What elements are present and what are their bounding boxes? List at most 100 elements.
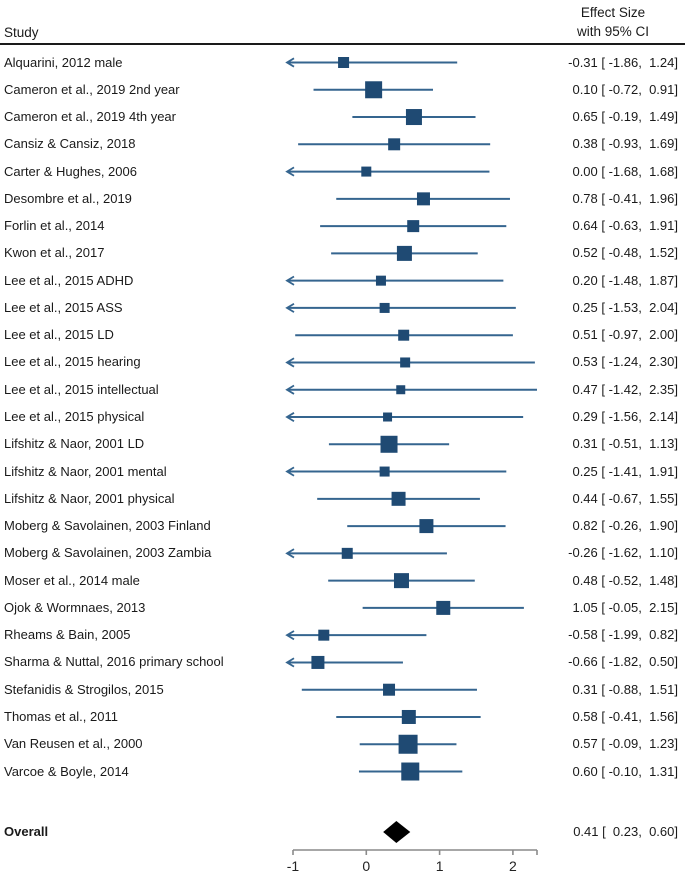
study-label: Ojok & Wormnaes, 2013: [4, 599, 146, 615]
effect-marker: [365, 81, 383, 99]
study-label: Cansiz & Cansiz, 2018: [4, 136, 136, 152]
overall-label: Overall: [4, 824, 49, 839]
ci-truncation-arrow-icon: [285, 630, 295, 641]
ci-value: -0.58 [ -1.99, 0.82]: [568, 627, 678, 643]
header-rule: [0, 43, 685, 45]
ci-truncation-arrow-icon: [285, 275, 295, 286]
study-label: Lifshitz & Naor, 2001 physical: [4, 490, 175, 506]
effect-marker: [407, 220, 420, 233]
effect-marker: [416, 192, 430, 206]
ci-truncation-arrow-icon: [285, 384, 295, 395]
study-label: Lee et al., 2015 ASS: [4, 299, 123, 315]
effect-header-line1: Effect Size: [580, 5, 646, 20]
ci-value: 0.57 [ -0.09, 1.23]: [572, 736, 678, 752]
x-axis-tick-label: 1: [436, 858, 444, 874]
ci-value: 0.31 [ -0.88, 1.51]: [572, 681, 678, 697]
effect-header-line2: with 95% CI: [576, 24, 650, 39]
effect-marker: [396, 245, 412, 261]
ci-value: -0.66 [ -1.82, 0.50]: [568, 654, 678, 670]
ci-value: 0.53 [ -1.24, 2.30]: [572, 354, 678, 370]
ci-value: 0.25 [ -1.53, 2.04]: [572, 299, 678, 315]
ci-value: 0.65 [ -0.19, 1.49]: [572, 109, 678, 125]
effect-marker: [379, 466, 390, 477]
study-label: Varcoe & Boyle, 2014: [4, 763, 129, 779]
ci-value: 0.64 [ -0.63, 1.91]: [572, 218, 678, 234]
effect-marker: [398, 734, 418, 754]
ci-value: 0.31 [ -0.51, 1.13]: [572, 436, 678, 452]
x-axis-tick-label: -1: [287, 858, 300, 874]
ci-value: 0.60 [ -0.10, 1.31]: [572, 763, 678, 779]
effect-marker: [388, 138, 401, 151]
ci-value: -0.26 [ -1.62, 1.10]: [568, 545, 678, 561]
ci-value: 0.47 [ -1.42, 2.35]: [572, 381, 678, 397]
study-label: Carter & Hughes, 2006: [4, 163, 137, 179]
effect-marker: [383, 683, 396, 696]
study-label: Lee et al., 2015 intellectual: [4, 381, 159, 397]
effect-marker: [401, 709, 416, 724]
effect-marker: [393, 573, 409, 589]
effect-marker: [419, 519, 434, 534]
study-label: Van Reusen et al., 2000: [4, 736, 143, 752]
overall-diamond: [383, 821, 411, 843]
effect-marker: [318, 629, 330, 641]
effect-marker: [361, 166, 372, 177]
ci-value: 1.05 [ -0.05, 2.15]: [572, 599, 678, 615]
ci-truncation-arrow-icon: [285, 57, 295, 68]
ci-truncation-arrow-icon: [285, 412, 295, 422]
effect-marker: [375, 275, 386, 286]
ci-truncation-arrow-icon: [285, 357, 295, 368]
study-label: Cameron et al., 2019 2nd year: [4, 81, 180, 97]
study-column-header: Study: [4, 25, 39, 40]
ci-value: 0.48 [ -0.52, 1.48]: [572, 572, 678, 588]
study-label: Lee et al., 2015 hearing: [4, 354, 141, 370]
effect-marker: [391, 491, 406, 506]
ci-truncation-arrow-icon: [285, 466, 295, 477]
study-label: Lifshitz & Naor, 2001 mental: [4, 463, 167, 479]
study-label: Stefanidis & Strogilos, 2015: [4, 681, 164, 697]
ci-value: 0.20 [ -1.48, 1.87]: [572, 272, 678, 288]
effect-marker: [400, 357, 411, 368]
ci-value: 0.10 [ -0.72, 0.91]: [572, 81, 678, 97]
study-label: Alquarini, 2012 male: [4, 54, 123, 70]
study-label: Cameron et al., 2019 4th year: [4, 109, 176, 125]
study-label: Lee et al., 2015 ADHD: [4, 272, 134, 288]
effect-marker: [398, 329, 410, 341]
effect-marker: [401, 762, 420, 781]
effect-marker: [341, 547, 353, 559]
ci-value: 0.82 [ -0.26, 1.90]: [572, 518, 678, 534]
effect-marker: [311, 655, 325, 669]
x-axis-tick-label: 2: [509, 858, 517, 874]
effect-marker: [379, 302, 390, 313]
effect-marker: [436, 600, 451, 615]
ci-truncation-arrow-icon: [285, 166, 295, 177]
effect-marker: [380, 435, 398, 453]
ci-value: 0.00 [ -1.68, 1.68]: [572, 163, 678, 179]
effect-marker: [338, 57, 350, 68]
ci-value: 0.25 [ -1.41, 1.91]: [572, 463, 678, 479]
ci-truncation-arrow-icon: [285, 548, 295, 559]
ci-value: -0.31 [ -1.86, 1.24]: [568, 54, 678, 70]
study-label: Desombre et al., 2019: [4, 190, 132, 206]
study-label: Lifshitz & Naor, 2001 LD: [4, 436, 145, 452]
study-label: Rheams & Bain, 2005: [4, 627, 131, 643]
ci-value: 0.58 [ -0.41, 1.56]: [572, 708, 678, 724]
ci-value: 0.78 [ -0.41, 1.96]: [572, 190, 678, 206]
study-label: Moberg & Savolainen, 2003 Zambia: [4, 545, 212, 561]
study-label: Thomas et al., 2011: [4, 708, 118, 724]
study-label: Moser et al., 2014 male: [4, 572, 140, 588]
study-label: Lee et al., 2015 LD: [4, 327, 114, 343]
study-label: Lee et al., 2015 physical: [4, 409, 145, 424]
study-label: Moberg & Savolainen, 2003 Finland: [4, 518, 211, 534]
ci-value: 0.29 [ -1.56, 2.14]: [572, 409, 678, 424]
ci-value: 0.44 [ -0.67, 1.55]: [572, 490, 678, 506]
ci-truncation-arrow-icon: [285, 302, 295, 313]
ci-value: 0.38 [ -0.93, 1.69]: [572, 136, 678, 152]
study-label: Kwon et al., 2017: [4, 245, 105, 261]
effect-size-column-header: Effect Size with 95% CI: [548, 3, 678, 41]
study-label: Forlin et al., 2014: [4, 218, 105, 234]
ci-truncation-arrow-icon: [285, 657, 295, 668]
x-axis-tick-label: 0: [362, 858, 370, 874]
ci-value: 0.52 [ -0.48, 1.52]: [572, 245, 678, 261]
